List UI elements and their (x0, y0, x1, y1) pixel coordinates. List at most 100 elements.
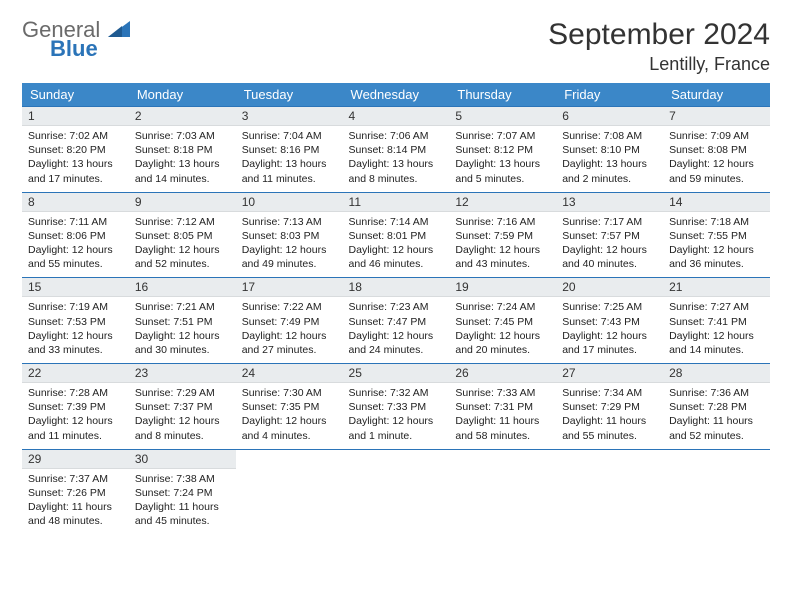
day-sunset: Sunset: 7:37 PM (135, 400, 230, 414)
calendar-cell: 17Sunrise: 7:22 AMSunset: 7:49 PMDayligh… (236, 278, 343, 364)
day-number: 26 (449, 364, 556, 383)
brand-text: General Blue (22, 18, 130, 60)
day-sunset: Sunset: 7:45 PM (455, 315, 550, 329)
day-dl1: Daylight: 12 hours (135, 243, 230, 257)
day-info: Sunrise: 7:25 AMSunset: 7:43 PMDaylight:… (556, 297, 663, 363)
calendar-cell: 13Sunrise: 7:17 AMSunset: 7:57 PMDayligh… (556, 192, 663, 278)
day-number: 21 (663, 278, 770, 297)
day-number: 8 (22, 193, 129, 212)
day-number: 16 (129, 278, 236, 297)
calendar-cell: 12Sunrise: 7:16 AMSunset: 7:59 PMDayligh… (449, 192, 556, 278)
calendar-cell (236, 449, 343, 534)
day-info: Sunrise: 7:12 AMSunset: 8:05 PMDaylight:… (129, 212, 236, 278)
day-sunrise: Sunrise: 7:36 AM (669, 386, 764, 400)
day-dl1: Daylight: 12 hours (28, 243, 123, 257)
calendar-cell: 26Sunrise: 7:33 AMSunset: 7:31 PMDayligh… (449, 364, 556, 450)
day-sunrise: Sunrise: 7:18 AM (669, 215, 764, 229)
day-info: Sunrise: 7:14 AMSunset: 8:01 PMDaylight:… (343, 212, 450, 278)
day-dl2: and 52 minutes. (135, 257, 230, 271)
day-dl2: and 20 minutes. (455, 343, 550, 357)
day-dl2: and 27 minutes. (242, 343, 337, 357)
day-sunset: Sunset: 8:20 PM (28, 143, 123, 157)
day-sunset: Sunset: 7:53 PM (28, 315, 123, 329)
day-number: 14 (663, 193, 770, 212)
day-sunrise: Sunrise: 7:38 AM (135, 472, 230, 486)
day-sunrise: Sunrise: 7:08 AM (562, 129, 657, 143)
day-sunrise: Sunrise: 7:14 AM (349, 215, 444, 229)
day-info: Sunrise: 7:08 AMSunset: 8:10 PMDaylight:… (556, 126, 663, 192)
day-info: Sunrise: 7:21 AMSunset: 7:51 PMDaylight:… (129, 297, 236, 363)
day-sunrise: Sunrise: 7:32 AM (349, 386, 444, 400)
day-number: 12 (449, 193, 556, 212)
day-sunrise: Sunrise: 7:16 AM (455, 215, 550, 229)
day-dl1: Daylight: 11 hours (562, 414, 657, 428)
day-number: 24 (236, 364, 343, 383)
day-sunset: Sunset: 8:16 PM (242, 143, 337, 157)
calendar-week-row: 8Sunrise: 7:11 AMSunset: 8:06 PMDaylight… (22, 192, 770, 278)
day-info: Sunrise: 7:16 AMSunset: 7:59 PMDaylight:… (449, 212, 556, 278)
calendar-page: General Blue September 2024 Lentilly, Fr… (0, 0, 792, 552)
day-number: 6 (556, 107, 663, 126)
day-info: Sunrise: 7:24 AMSunset: 7:45 PMDaylight:… (449, 297, 556, 363)
day-dl2: and 17 minutes. (562, 343, 657, 357)
day-sunrise: Sunrise: 7:06 AM (349, 129, 444, 143)
calendar-week-row: 15Sunrise: 7:19 AMSunset: 7:53 PMDayligh… (22, 278, 770, 364)
day-dl1: Daylight: 12 hours (455, 243, 550, 257)
calendar-table: Sunday Monday Tuesday Wednesday Thursday… (22, 83, 770, 534)
calendar-cell: 23Sunrise: 7:29 AMSunset: 7:37 PMDayligh… (129, 364, 236, 450)
day-info: Sunrise: 7:27 AMSunset: 7:41 PMDaylight:… (663, 297, 770, 363)
day-dl1: Daylight: 13 hours (135, 157, 230, 171)
day-dl2: and 55 minutes. (562, 429, 657, 443)
day-dl1: Daylight: 12 hours (242, 243, 337, 257)
day-dl1: Daylight: 12 hours (669, 243, 764, 257)
calendar-cell: 24Sunrise: 7:30 AMSunset: 7:35 PMDayligh… (236, 364, 343, 450)
day-dl1: Daylight: 13 hours (455, 157, 550, 171)
title-block: September 2024 Lentilly, France (548, 18, 770, 75)
day-info: Sunrise: 7:19 AMSunset: 7:53 PMDaylight:… (22, 297, 129, 363)
day-info: Sunrise: 7:32 AMSunset: 7:33 PMDaylight:… (343, 383, 450, 449)
day-dl1: Daylight: 12 hours (349, 414, 444, 428)
col-monday: Monday (129, 83, 236, 107)
day-sunrise: Sunrise: 7:34 AM (562, 386, 657, 400)
day-sunrise: Sunrise: 7:33 AM (455, 386, 550, 400)
calendar-week-row: 1 Sunrise: 7:02 AMSunset: 8:20 PM Daylight… (22, 107, 770, 193)
page-subtitle: Lentilly, France (548, 54, 770, 75)
calendar-cell: 2Sunrise: 7:03 AMSunset: 8:18 PMDaylight… (129, 107, 236, 193)
day-number: 13 (556, 193, 663, 212)
calendar-cell (449, 449, 556, 534)
calendar-cell: 27Sunrise: 7:34 AMSunset: 7:29 PMDayligh… (556, 364, 663, 450)
day-sunrise: Sunrise: 7:13 AM (242, 215, 337, 229)
day-sunrise: Sunrise: 7:07 AM (455, 129, 550, 143)
col-sunday: Sunday (22, 83, 129, 107)
calendar-body: 1 Sunrise: 7:02 AMSunset: 8:20 PM Daylight… (22, 107, 770, 535)
day-sunset: Sunset: 7:31 PM (455, 400, 550, 414)
day-sunrise: Sunrise: 7:02 AM (28, 129, 123, 143)
col-saturday: Saturday (663, 83, 770, 107)
calendar-cell: 20Sunrise: 7:25 AMSunset: 7:43 PMDayligh… (556, 278, 663, 364)
day-dl2: and 1 minute. (349, 429, 444, 443)
day-sunset: Sunset: 7:33 PM (349, 400, 444, 414)
calendar-cell: 30Sunrise: 7:38 AMSunset: 7:24 PMDayligh… (129, 449, 236, 534)
day-info: Sunrise: 7:30 AMSunset: 7:35 PMDaylight:… (236, 383, 343, 449)
day-sunset: Sunset: 7:28 PM (669, 400, 764, 414)
day-sunrise: Sunrise: 7:19 AM (28, 300, 123, 314)
day-dl1: Daylight: 13 hours (562, 157, 657, 171)
calendar-cell: 3Sunrise: 7:04 AMSunset: 8:16 PMDaylight… (236, 107, 343, 193)
day-dl1: Daylight: 12 hours (135, 414, 230, 428)
day-dl2: and 11 minutes. (28, 429, 123, 443)
calendar-cell: 5Sunrise: 7:07 AMSunset: 8:12 PMDaylight… (449, 107, 556, 193)
day-number: 1 (22, 107, 129, 126)
calendar-cell: 7Sunrise: 7:09 AMSunset: 8:08 PMDaylight… (663, 107, 770, 193)
day-number: 20 (556, 278, 663, 297)
day-number: 22 (22, 364, 129, 383)
day-dl1: Daylight: 12 hours (242, 329, 337, 343)
brand-logo: General Blue (22, 18, 130, 60)
day-dl2: and 40 minutes. (562, 257, 657, 271)
day-info: Sunrise: 7:04 AMSunset: 8:16 PMDaylight:… (236, 126, 343, 192)
day-dl2: and 55 minutes. (28, 257, 123, 271)
day-sunset: Sunset: 7:59 PM (455, 229, 550, 243)
day-number: 30 (129, 450, 236, 469)
day-sunset: Sunset: 7:35 PM (242, 400, 337, 414)
day-sunset: Sunset: 8:10 PM (562, 143, 657, 157)
day-number: 17 (236, 278, 343, 297)
